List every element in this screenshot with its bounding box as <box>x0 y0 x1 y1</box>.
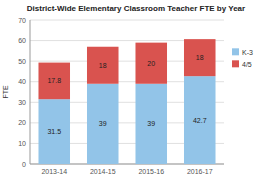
bar-segment <box>184 76 216 164</box>
bar-segment <box>135 84 167 164</box>
grid-line <box>30 20 224 21</box>
y-tick-label: 50 <box>18 58 26 65</box>
bar-segment <box>38 63 70 100</box>
y-tick-label: 30 <box>18 99 26 106</box>
bar-segment <box>87 84 119 164</box>
data-label: 39 <box>147 120 155 127</box>
data-label: 31.5 <box>47 128 61 135</box>
legend-swatch <box>232 60 239 67</box>
data-label: 20 <box>147 60 155 67</box>
x-tick-label: 2015-16 <box>138 168 164 175</box>
chart-container: District-Wide Elementary Classroom Teach… <box>0 0 272 185</box>
y-tick-label: 60 <box>18 37 26 44</box>
bar-segment <box>184 39 216 76</box>
title: District-Wide Elementary Classroom Teach… <box>27 4 245 13</box>
legend-label: K-3 <box>242 49 253 56</box>
legend-label: 4/5 <box>242 61 252 68</box>
y-axis-line <box>30 20 31 164</box>
bars <box>38 39 215 164</box>
data-label: 39 <box>99 120 107 127</box>
data-label: 18 <box>99 62 107 69</box>
bar-segment <box>38 99 70 164</box>
y-tick-label: 10 <box>18 140 26 147</box>
grid <box>30 20 224 164</box>
x-tick-label: 2014-15 <box>90 168 116 175</box>
data-label: 42.7 <box>193 117 207 124</box>
data-label: 18 <box>196 54 204 61</box>
x-tick-label: 2016-17 <box>187 168 213 175</box>
legend: K-3 4/5 <box>232 48 253 68</box>
chart-svg: District-Wide Elementary Classroom Teach… <box>0 0 272 185</box>
data-labels: 31.5 39 39 42.7 17.8 18 20 18 <box>47 54 206 135</box>
x-tick-label: 2013-14 <box>41 168 67 175</box>
y-tick-label: 70 <box>18 17 26 24</box>
data-label: 17.8 <box>47 77 61 84</box>
bar-segment <box>87 47 119 84</box>
y-tick-label: 20 <box>18 119 26 126</box>
legend-swatch <box>232 48 239 55</box>
y-tick-label: 0 <box>22 161 26 168</box>
bar-segment <box>135 43 167 84</box>
y-tick-label: 40 <box>18 78 26 85</box>
y-axis-label: FTE <box>2 85 9 99</box>
